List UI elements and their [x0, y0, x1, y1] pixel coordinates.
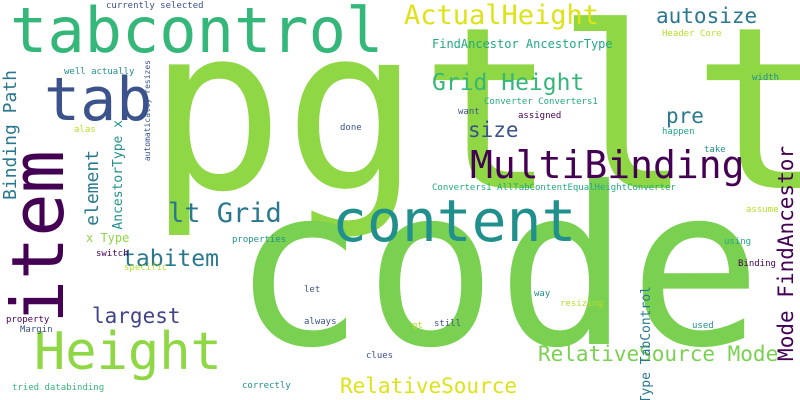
word-lt-grid: lt Grid: [168, 198, 282, 229]
word-always: always: [304, 317, 337, 327]
word-take: take: [704, 145, 726, 155]
word-happen: happen: [662, 127, 695, 137]
word-way: way: [534, 289, 551, 299]
word-relativesource-mode: RelativeSource Mode: [538, 342, 779, 366]
word-gt: gt: [412, 321, 423, 331]
word-type-tabcontrol: Type TabControl: [639, 286, 654, 400]
word-currently-selected: currently selected: [106, 1, 204, 11]
word-width: width: [752, 73, 780, 83]
word-converter-converters1: Converter Converters1: [484, 97, 598, 107]
word-done: done: [340, 123, 362, 133]
word-pgtlt: pgtlt: [148, 0, 800, 242]
word-properties: properties: [232, 235, 287, 245]
word-clues: clues: [366, 351, 394, 361]
word-still: still: [434, 319, 462, 329]
word-correctly: correctly: [242, 381, 291, 391]
word-property: property: [6, 315, 50, 325]
word-grid-height: Grid Height: [432, 70, 585, 96]
word-binding: Binding: [738, 259, 776, 269]
word-want: want: [458, 107, 480, 117]
word-assigned: assigned: [518, 111, 562, 121]
word-actualheight: ActualHeight: [404, 0, 600, 31]
word-mode-findancestor: Mode FindAncestor: [774, 146, 798, 361]
word-margin: Margin: [20, 325, 53, 335]
word-header-core: Header Core: [662, 29, 722, 39]
word-using: using: [724, 237, 752, 247]
word-converters1-alltabcontentequalheightconverter: Converters1 AllTabContentEqualHeightConv…: [432, 183, 676, 193]
word-alas: alas: [74, 125, 96, 135]
word-binding-path: Binding Path: [0, 70, 21, 201]
word-pre: pre: [666, 104, 704, 128]
word-specific: specific: [124, 263, 168, 273]
word-assume: assume: [746, 205, 779, 215]
word-tried-databinding: tried databinding: [12, 383, 105, 393]
word-largest: largest: [92, 304, 181, 328]
word-tabitem: tabitem: [122, 246, 219, 272]
word-element: element: [82, 150, 103, 226]
word-multibinding: MultiBinding: [470, 143, 745, 187]
word-findancestor-ancestortype: FindAncestor AncestorType: [432, 37, 613, 51]
word-resizing: resizing: [560, 299, 604, 309]
word-ancestortype-x: AncestorType x: [111, 120, 126, 230]
word-tab: tab: [44, 65, 153, 135]
word-code: code: [232, 140, 762, 396]
word-x-type: x Type: [86, 231, 130, 245]
word-size: size: [468, 118, 519, 142]
word-automatically-resizes: automatically resizes: [143, 60, 152, 162]
word-autosize: autosize: [656, 4, 758, 28]
word-relativesource: RelativeSource: [340, 374, 518, 398]
word-used: used: [692, 321, 714, 331]
word-let: let: [304, 285, 321, 295]
word-well-actually: well actually: [64, 67, 135, 77]
word-height: Height: [34, 322, 222, 382]
word-tabcontrol: tabcontrol: [10, 0, 384, 67]
word-switch: switch: [96, 249, 129, 259]
word-content: content: [332, 187, 577, 255]
